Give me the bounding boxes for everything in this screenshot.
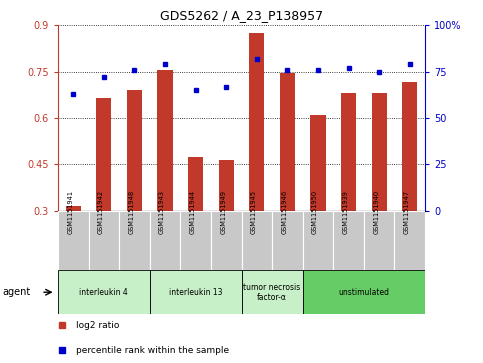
Bar bbox=[402, 82, 417, 211]
Bar bbox=[219, 160, 234, 211]
Text: GSM1151940: GSM1151940 bbox=[373, 190, 379, 234]
Text: GSM1151939: GSM1151939 bbox=[342, 191, 349, 234]
Bar bbox=[272, 211, 303, 270]
Bar bbox=[371, 93, 387, 211]
Bar bbox=[150, 270, 242, 314]
Text: percentile rank within the sample: percentile rank within the sample bbox=[76, 346, 229, 355]
Bar bbox=[341, 93, 356, 211]
Text: GDS5262 / A_23_P138957: GDS5262 / A_23_P138957 bbox=[160, 9, 323, 22]
Bar bbox=[311, 115, 326, 211]
Text: GSM1151946: GSM1151946 bbox=[282, 190, 287, 234]
Bar bbox=[242, 211, 272, 270]
Bar bbox=[180, 211, 211, 270]
Text: GSM1151948: GSM1151948 bbox=[128, 190, 134, 234]
Text: log2 ratio: log2 ratio bbox=[76, 321, 120, 330]
Text: GSM1151947: GSM1151947 bbox=[404, 190, 410, 234]
Text: interleukin 4: interleukin 4 bbox=[80, 288, 128, 297]
Bar bbox=[395, 211, 425, 270]
Bar bbox=[88, 211, 119, 270]
Bar bbox=[127, 90, 142, 211]
Bar bbox=[96, 98, 112, 211]
Bar bbox=[249, 33, 265, 211]
Text: interleukin 13: interleukin 13 bbox=[169, 288, 222, 297]
Bar bbox=[303, 270, 425, 314]
Text: GSM1151944: GSM1151944 bbox=[190, 190, 196, 234]
Bar bbox=[280, 73, 295, 211]
Bar bbox=[119, 211, 150, 270]
Bar bbox=[211, 211, 242, 270]
Bar bbox=[242, 270, 303, 314]
Bar bbox=[364, 211, 395, 270]
Bar bbox=[58, 211, 88, 270]
Bar bbox=[58, 270, 150, 314]
Text: GSM1151943: GSM1151943 bbox=[159, 190, 165, 234]
Bar bbox=[150, 211, 180, 270]
Text: tumor necrosis
factor-α: tumor necrosis factor-α bbox=[243, 282, 301, 302]
Bar bbox=[157, 70, 173, 211]
Text: GSM1151949: GSM1151949 bbox=[220, 190, 226, 234]
Text: GSM1151945: GSM1151945 bbox=[251, 190, 257, 234]
Text: GSM1151950: GSM1151950 bbox=[312, 190, 318, 234]
Bar bbox=[303, 211, 333, 270]
Bar bbox=[188, 156, 203, 211]
Bar bbox=[333, 211, 364, 270]
Text: agent: agent bbox=[2, 287, 30, 297]
Text: GSM1151941: GSM1151941 bbox=[67, 190, 73, 234]
Text: unstimulated: unstimulated bbox=[339, 288, 389, 297]
Bar bbox=[66, 206, 81, 211]
Text: GSM1151942: GSM1151942 bbox=[98, 190, 104, 234]
